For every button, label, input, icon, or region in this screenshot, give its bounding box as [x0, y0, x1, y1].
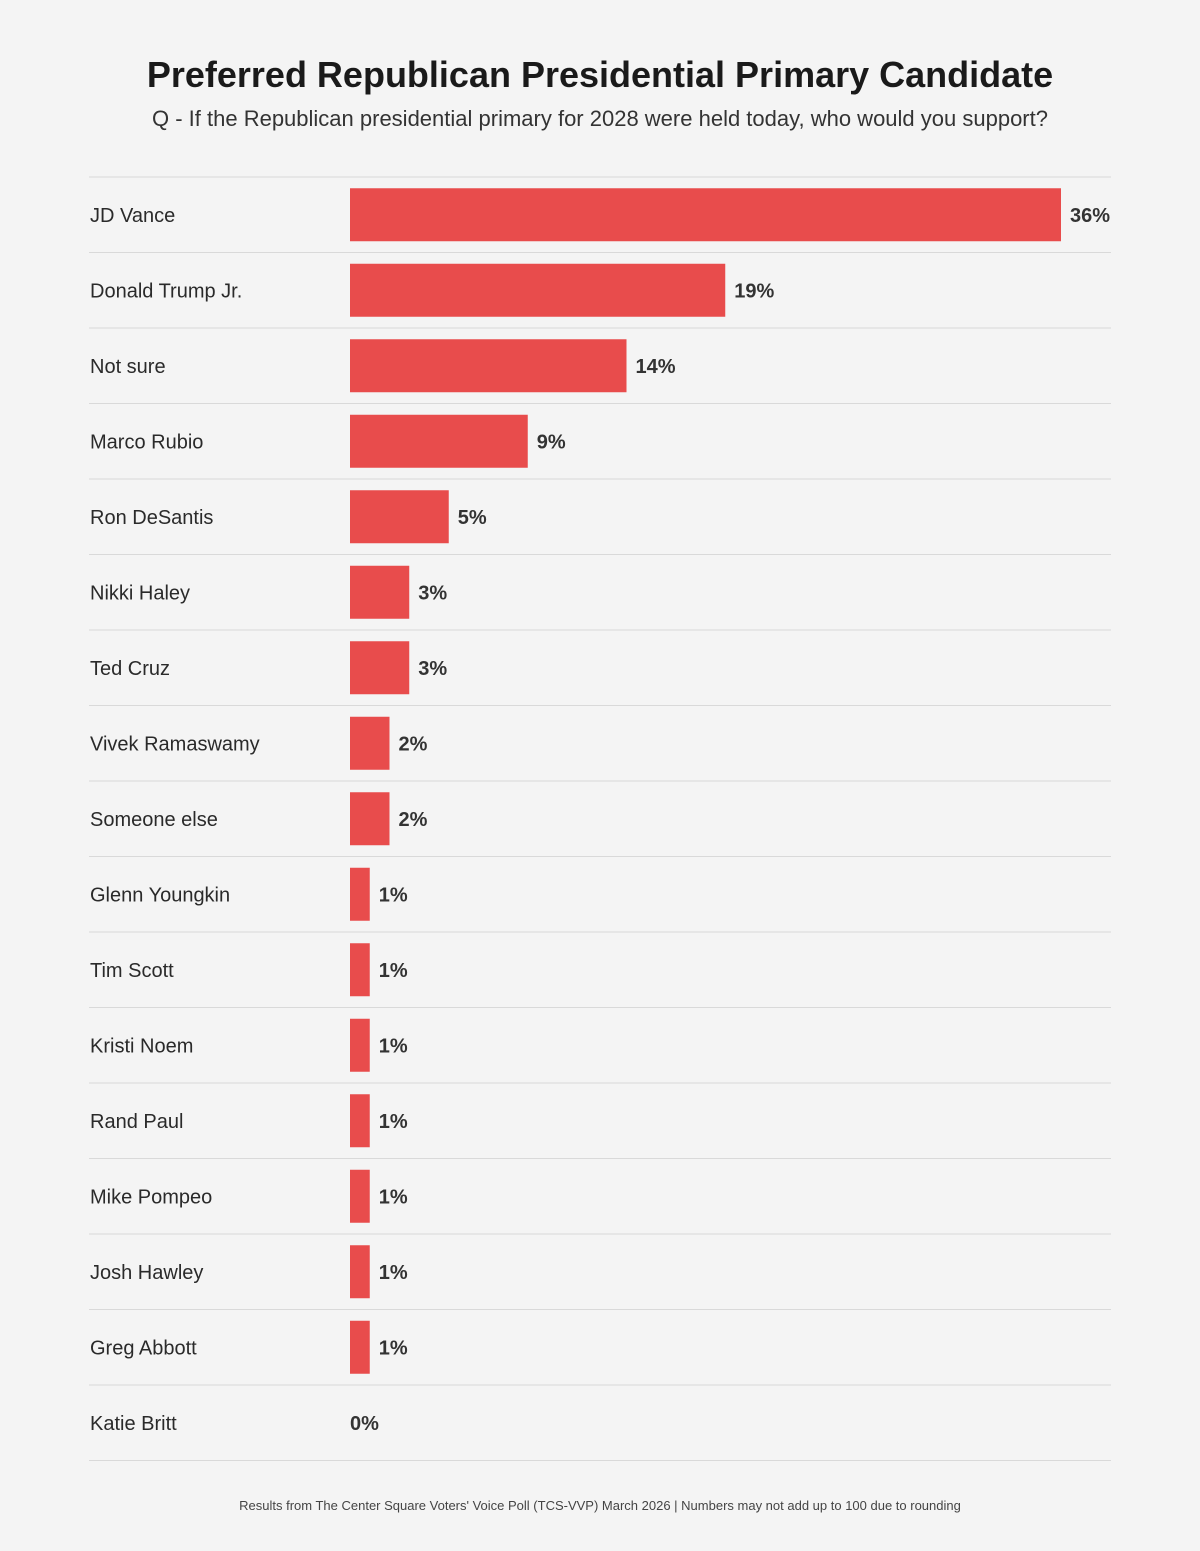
bar-row: Rand Paul 1%	[89, 1094, 1111, 1159]
bar	[350, 414, 528, 468]
source-footnote: Results from The Center Square Voters' V…	[239, 1498, 961, 1513]
bar-row: Vivek Ramaswamy 2%	[89, 716, 1111, 782]
value-label: 0%	[350, 1413, 379, 1435]
bar	[350, 490, 449, 544]
bar	[350, 943, 370, 997]
value-label: 5%	[458, 507, 487, 529]
category-label: Josh Hawley	[90, 1262, 203, 1284]
bar-row: Ron DeSantis 5%	[89, 490, 1111, 555]
category-label: Glenn Youngkin	[90, 884, 230, 906]
bar-row: Nikki Haley 3%	[89, 565, 1111, 631]
bar-row: Kristi Noem 1%	[89, 1018, 1111, 1084]
bar-row: JD Vance 36%	[89, 188, 1111, 253]
bar	[350, 1169, 370, 1223]
bar-row: Glenn Youngkin 1%	[89, 867, 1111, 933]
bar	[350, 263, 726, 317]
value-label: 1%	[379, 1186, 408, 1208]
value-label: 14%	[636, 356, 676, 378]
category-label: Rand Paul	[90, 1111, 183, 1133]
value-label: 2%	[399, 733, 428, 755]
category-label: Marco Rubio	[90, 431, 203, 453]
bar-row: Marco Rubio 9%	[89, 414, 1111, 480]
bar	[350, 867, 370, 921]
value-label: 3%	[418, 658, 447, 680]
chart-title: Preferred Republican Presidential Primar…	[146, 54, 1054, 95]
bar-row: Josh Hawley 1%	[89, 1245, 1111, 1310]
value-label: 1%	[379, 960, 408, 982]
value-label: 2%	[399, 809, 428, 831]
value-label: 19%	[734, 280, 774, 302]
category-label: Mike Pompeo	[90, 1186, 212, 1208]
bar-row: Ted Cruz 3%	[89, 641, 1111, 706]
value-label: 1%	[379, 884, 408, 906]
bar	[350, 1018, 370, 1072]
bar-row: Katie Britt 0%	[89, 1413, 1111, 1461]
bar-row: Someone else 2%	[89, 792, 1111, 857]
bar	[350, 716, 390, 770]
category-label: Not sure	[90, 356, 166, 378]
bar	[350, 1320, 370, 1374]
bar	[350, 188, 1061, 242]
value-label: 1%	[379, 1262, 408, 1284]
bar	[350, 565, 410, 619]
category-label: Nikki Haley	[90, 582, 190, 604]
bar-row: Greg Abbott 1%	[89, 1320, 1111, 1386]
category-label: Ted Cruz	[90, 658, 170, 680]
category-label: Ron DeSantis	[90, 507, 213, 529]
value-label: 1%	[379, 1337, 408, 1359]
chart-subtitle: Q - If the Republican presidential prima…	[152, 106, 1048, 131]
value-label: 36%	[1070, 205, 1110, 227]
category-label: Greg Abbott	[90, 1337, 197, 1359]
category-label: JD Vance	[90, 205, 175, 227]
category-label: Someone else	[90, 809, 218, 831]
value-label: 9%	[537, 431, 566, 453]
bar-row: Tim Scott 1%	[89, 943, 1111, 1008]
category-label: Katie Britt	[90, 1413, 177, 1435]
value-label: 1%	[379, 1111, 408, 1133]
bar	[350, 1245, 370, 1299]
bar-row: Mike Pompeo 1%	[89, 1169, 1111, 1235]
category-label: Vivek Ramaswamy	[90, 733, 260, 755]
category-label: Tim Scott	[90, 960, 174, 982]
bar-row: Not sure 14%	[89, 339, 1111, 404]
bar	[350, 339, 627, 393]
bar-row: Donald Trump Jr. 19%	[89, 263, 1111, 329]
value-label: 3%	[418, 582, 447, 604]
category-label: Donald Trump Jr.	[90, 280, 242, 302]
bar	[350, 792, 390, 846]
value-label: 1%	[379, 1035, 408, 1057]
bar	[350, 641, 410, 695]
bar	[350, 1094, 370, 1148]
category-label: Kristi Noem	[90, 1035, 193, 1057]
